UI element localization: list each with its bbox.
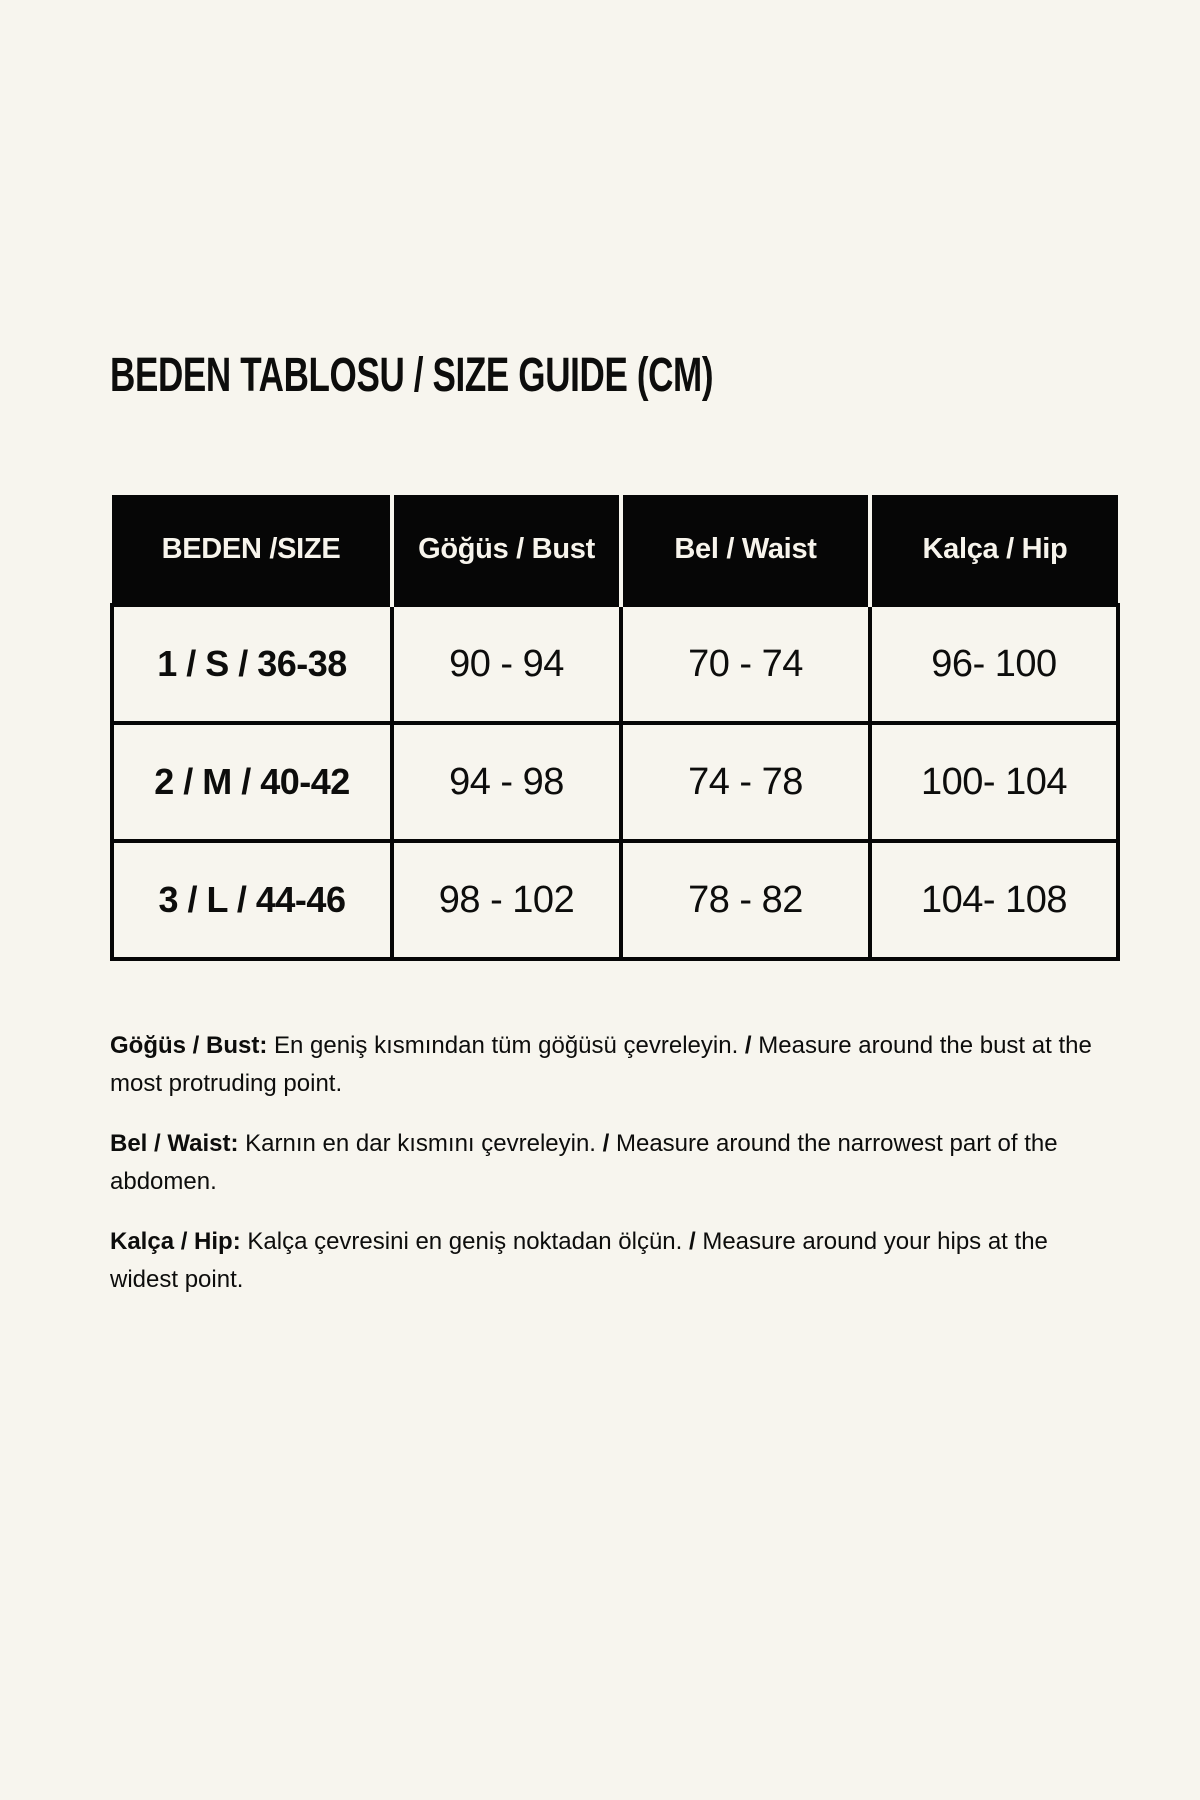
note-waist: Bel / Waist: Karnın en dar kısmını çevre…	[110, 1125, 1120, 1201]
measurement-notes: Göğüs / Bust: En geniş kısmından tüm göğ…	[110, 1027, 1120, 1299]
note-text-en: Measure around the bust at the most prot…	[110, 1032, 1092, 1097]
note-label: Göğüs / Bust:	[110, 1032, 268, 1059]
header-row: BEDEN /SIZE Göğüs / Bust Bel / Waist Kal…	[112, 495, 1118, 605]
cell-bust: 94 - 98	[390, 721, 623, 843]
cell-waist: 78 - 82	[619, 839, 872, 961]
note-separator: /	[689, 1228, 696, 1255]
cell-waist: 70 - 74	[619, 603, 872, 725]
cell-bust: 98 - 102	[390, 839, 623, 961]
size-table-header: BEDEN /SIZE Göğüs / Bust Bel / Waist Kal…	[112, 495, 1118, 605]
note-label: Bel / Waist:	[110, 1130, 239, 1157]
column-header-hip: Kalça / Hip	[868, 495, 1118, 605]
cell-bust: 90 - 94	[390, 603, 623, 725]
cell-hip: 100- 104	[868, 721, 1120, 843]
cell-waist: 74 - 78	[619, 721, 872, 843]
table-row: 1 / S / 36-38 90 - 94 70 - 74 96- 100	[110, 603, 1120, 725]
cell-size: 1 / S / 36-38	[110, 603, 394, 725]
page-title: BEDEN TABLOSU / SIZE GUIDE (CM)	[110, 349, 714, 402]
column-header-waist: Bel / Waist	[619, 495, 870, 605]
note-text-tr: Karnın en dar kısmını çevreleyin.	[245, 1130, 596, 1157]
table-row: 3 / L / 44-46 98 - 102 78 - 82 104- 108	[110, 839, 1120, 961]
note-text-tr: Kalça çevresini en geniş noktadan ölçün.	[247, 1228, 683, 1255]
size-table-body: 1 / S / 36-38 90 - 94 70 - 74 96- 100 2 …	[110, 603, 1120, 961]
note-label: Kalça / Hip:	[110, 1228, 241, 1255]
note-text-en: Measure around your hips at the widest p…	[110, 1228, 1048, 1293]
note-text-en: Measure around the narrowest part of the…	[110, 1130, 1058, 1195]
cell-hip: 104- 108	[868, 839, 1120, 961]
table-row: 2 / M / 40-42 94 - 98 74 - 78 100- 104	[110, 721, 1120, 843]
note-separator: /	[744, 1032, 752, 1059]
column-header-beden-size: BEDEN /SIZE	[112, 495, 392, 605]
note-separator: /	[602, 1130, 610, 1157]
size-table: BEDEN /SIZE Göğüs / Bust Bel / Waist Kal…	[110, 495, 1120, 961]
note-hip: Kalça / Hip: Kalça çevresini en geniş no…	[110, 1223, 1120, 1299]
note-text-tr: En geniş kısmından tüm göğüsü çevreleyin…	[274, 1032, 739, 1059]
cell-hip: 96- 100	[868, 603, 1120, 725]
cell-size: 2 / M / 40-42	[110, 721, 394, 843]
cell-size: 3 / L / 44-46	[110, 839, 394, 961]
column-header-bust: Göğüs / Bust	[390, 495, 621, 605]
note-bust: Göğüs / Bust: En geniş kısmından tüm göğ…	[110, 1027, 1120, 1103]
